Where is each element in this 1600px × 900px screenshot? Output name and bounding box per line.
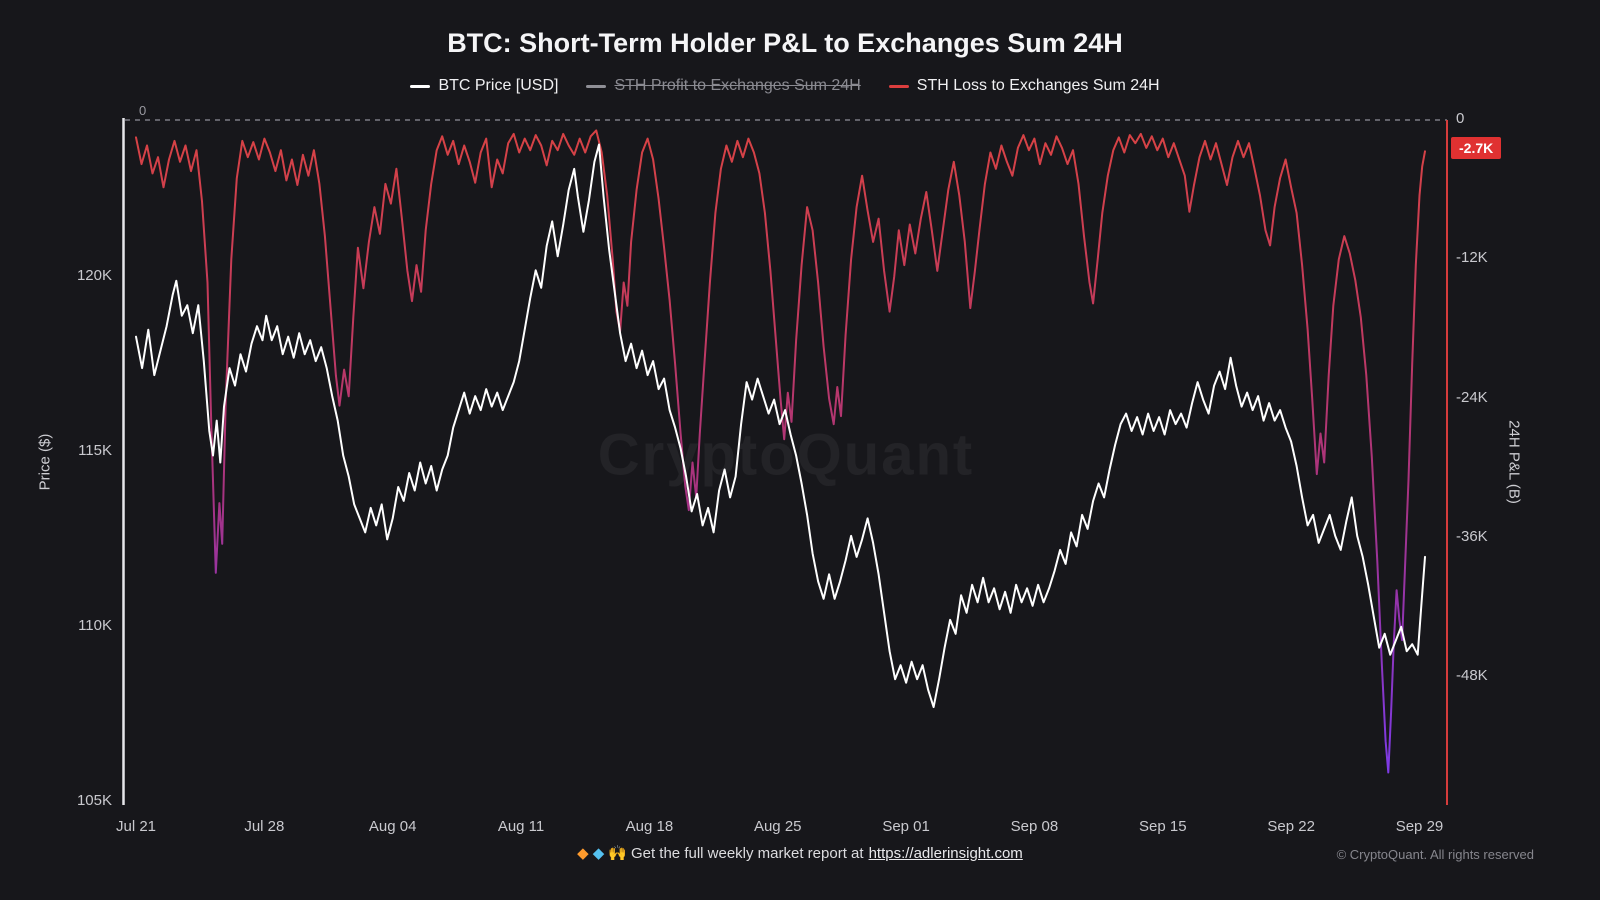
y-left-tick: 115K — [78, 442, 112, 459]
x-tick: Sep 22 — [1267, 818, 1315, 835]
x-tick: Aug 04 — [368, 818, 417, 835]
footer-promo: ◆ ◆ 🙌 Get the full weekly market report at h… — [0, 844, 1600, 862]
legend-item-0[interactable]: BTC Price [USD] — [410, 77, 558, 95]
y-right-tick: 0 — [1456, 110, 1465, 127]
legend-item-1[interactable]: STH Profit to Exchanges Sum 24H — [586, 77, 861, 95]
y-right-tick: -36K — [1456, 527, 1488, 545]
blue-gem-icon: ◆ — [592, 845, 605, 862]
legend-dash-icon — [888, 84, 909, 88]
legend-item-2[interactable]: STH Loss to Exchanges Sum 24H — [888, 77, 1160, 95]
x-tick: Sep 15 — [1139, 818, 1187, 835]
legend-dash-icon — [410, 84, 431, 88]
y-left-tick: 105K — [76, 791, 112, 809]
y-left-tick: 110K — [78, 616, 112, 634]
zero-line-left-label: 0 — [139, 103, 147, 118]
x-tick: Jul 28 — [244, 818, 285, 835]
y-axis-right-title: 24H P&L (B) — [1505, 420, 1523, 504]
legend: BTC Price [USD] STH Profit to Exchanges S… — [0, 77, 1570, 95]
y-axis-left-ticks: 105K 110K 115K 120K — [0, 0, 112, 900]
x-tick: Sep 01 — [882, 818, 930, 835]
legend-dash-icon — [586, 84, 607, 88]
x-tick: Aug 11 — [497, 818, 545, 835]
y-right-tick: -12K — [1456, 249, 1488, 267]
chart-title: BTC: Short-Term Holder P&L to Exchanges … — [447, 28, 1123, 58]
orange-diamond-icon: ◆ — [577, 845, 589, 862]
report-link[interactable]: https://adlerinsight.com — [868, 845, 1023, 862]
legend-label: BTC Price [USD] — [438, 77, 559, 94]
footer-text: Get the full weekly market report at — [630, 845, 864, 862]
last-value-badge: -2.7K — [1451, 137, 1502, 160]
x-tick: Jul 21 — [115, 818, 157, 835]
sth-loss-line — [135, 129, 1426, 774]
y-left-tick: 120K — [76, 267, 112, 285]
x-tick: Sep 29 — [1395, 818, 1444, 835]
raised-hands-icon: 🙌 — [608, 845, 627, 862]
y-right-tick: -48K — [1456, 667, 1488, 685]
footer-icons: ◆ ◆ 🙌 — [577, 845, 631, 862]
btc-price-line — [135, 143, 1426, 709]
x-tick: Sep 08 — [1010, 818, 1059, 835]
legend-label: STH Loss to Exchanges Sum 24H — [916, 77, 1160, 94]
x-tick: Aug 25 — [753, 818, 802, 835]
y-right-tick: -24K — [1456, 388, 1488, 406]
y-axis-left-title: Price ($) — [36, 433, 54, 491]
copyright: © CryptoQuant. All rights reserved — [1336, 847, 1534, 862]
legend-label: STH Profit to Exchanges Sum 24H — [614, 77, 861, 94]
x-tick: Aug 18 — [625, 818, 674, 835]
